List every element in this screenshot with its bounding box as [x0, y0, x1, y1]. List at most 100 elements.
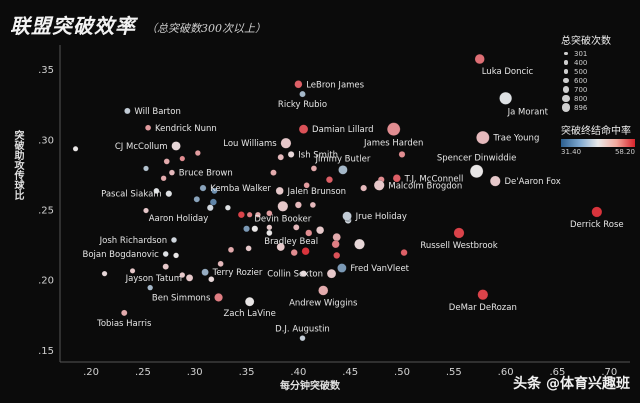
data-point[interactable]: [477, 289, 489, 301]
point-label: James Harden: [363, 139, 423, 149]
data-point[interactable]: [165, 190, 173, 198]
data-point[interactable]: [499, 91, 513, 105]
data-point[interactable]: [101, 270, 108, 277]
data-point[interactable]: [214, 293, 223, 302]
data-point[interactable]: [270, 169, 277, 176]
data-point[interactable]: [163, 158, 170, 165]
data-point[interactable]: [489, 175, 501, 187]
data-point[interactable]: [209, 198, 217, 206]
data-point[interactable]: [325, 176, 334, 184]
data-point[interactable]: [72, 145, 79, 152]
data-point[interactable]: [331, 240, 340, 249]
data-point[interactable]: [160, 175, 167, 182]
data-point[interactable]: [469, 164, 484, 178]
data-point[interactable]: [129, 267, 136, 274]
point-label: Jrue Holiday: [355, 212, 407, 222]
data-point[interactable]: [120, 309, 128, 317]
data-point[interactable]: [280, 137, 292, 149]
data-point[interactable]: [147, 284, 154, 291]
data-point[interactable]: [476, 130, 490, 145]
data-point[interactable]: [244, 296, 255, 307]
data-point[interactable]: [144, 124, 152, 131]
data-point[interactable]: [299, 335, 306, 342]
data-point[interactable]: [333, 251, 341, 259]
size-legend-dot: [561, 103, 571, 112]
data-point[interactable]: [332, 232, 341, 242]
point-label: Fred VanVleet: [350, 264, 409, 274]
data-point[interactable]: [326, 268, 337, 279]
data-point[interactable]: [201, 268, 209, 276]
data-point[interactable]: [392, 174, 401, 183]
data-point[interactable]: [342, 211, 352, 221]
data-point[interactable]: [294, 80, 303, 89]
data-point[interactable]: [185, 274, 194, 282]
data-point[interactable]: [386, 122, 401, 136]
data-point[interactable]: [254, 211, 261, 218]
data-point[interactable]: [143, 165, 149, 172]
x-tick-label: .70: [601, 367, 617, 378]
data-point[interactable]: [303, 182, 310, 189]
x-tick-label: .20: [83, 367, 99, 378]
data-point[interactable]: [124, 107, 131, 115]
point-label: Bojan Bogdanovic: [82, 250, 159, 260]
data-point[interactable]: [316, 226, 325, 235]
data-point[interactable]: [400, 249, 408, 257]
data-point[interactable]: [373, 179, 385, 191]
data-point[interactable]: [338, 165, 348, 175]
data-point[interactable]: [276, 242, 285, 252]
data-point[interactable]: [208, 276, 215, 283]
data-point[interactable]: [266, 224, 273, 231]
data-point[interactable]: [299, 90, 306, 98]
data-point[interactable]: [170, 236, 178, 244]
data-point[interactable]: [193, 196, 201, 203]
point-label: Luka Doncic: [482, 67, 534, 77]
data-point[interactable]: [162, 250, 169, 258]
point-label: Devin Booker: [254, 214, 311, 224]
data-point[interactable]: [337, 263, 347, 273]
data-point[interactable]: [179, 272, 186, 279]
data-point[interactable]: [251, 225, 259, 233]
data-point[interactable]: [398, 150, 406, 158]
data-point[interactable]: [287, 150, 295, 158]
data-point[interactable]: [275, 186, 284, 195]
data-point[interactable]: [300, 270, 307, 278]
data-point[interactable]: [305, 229, 313, 237]
data-point[interactable]: [168, 169, 176, 176]
data-point[interactable]: [246, 211, 253, 218]
data-point[interactable]: [206, 204, 214, 212]
data-point[interactable]: [211, 187, 218, 195]
data-point[interactable]: [245, 245, 252, 252]
data-point[interactable]: [293, 224, 300, 231]
data-point[interactable]: [237, 211, 245, 219]
data-point[interactable]: [194, 149, 201, 157]
data-point[interactable]: [266, 229, 273, 237]
data-point[interactable]: [199, 184, 207, 192]
data-point[interactable]: [318, 285, 329, 296]
data-point[interactable]: [277, 153, 285, 161]
data-point[interactable]: [310, 165, 318, 172]
data-point[interactable]: [309, 201, 317, 209]
data-point[interactable]: [227, 246, 235, 253]
data-point[interactable]: [290, 249, 298, 257]
data-point[interactable]: [173, 252, 180, 259]
data-point[interactable]: [298, 124, 309, 134]
data-point[interactable]: [179, 155, 186, 162]
data-point[interactable]: [474, 53, 485, 65]
data-point[interactable]: [301, 247, 310, 256]
data-point[interactable]: [153, 187, 160, 194]
data-point[interactable]: [162, 263, 169, 270]
data-point[interactable]: [294, 201, 302, 209]
data-point[interactable]: [224, 204, 231, 211]
data-point[interactable]: [171, 141, 181, 151]
data-point[interactable]: [143, 207, 149, 214]
data-point[interactable]: [453, 227, 465, 239]
data-point[interactable]: [354, 238, 365, 250]
data-point[interactable]: [360, 184, 368, 192]
data-point[interactable]: [243, 225, 250, 233]
data-point[interactable]: [217, 260, 224, 267]
data-point[interactable]: [266, 210, 273, 217]
data-point[interactable]: [277, 200, 289, 212]
data-point[interactable]: [591, 206, 603, 218]
point-label: Josh Richardson: [99, 236, 168, 246]
